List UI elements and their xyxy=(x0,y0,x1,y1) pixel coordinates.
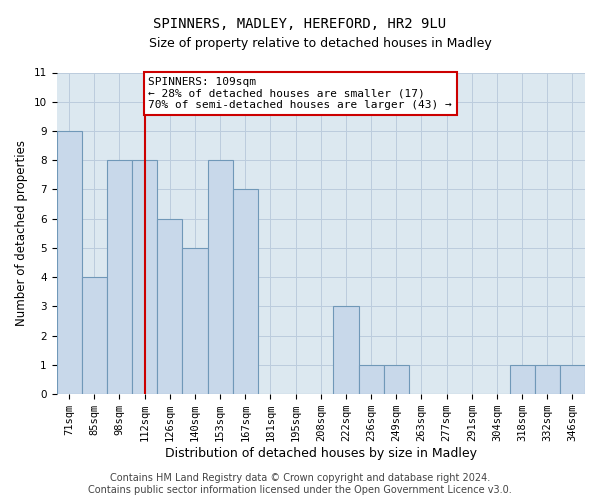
Bar xyxy=(132,160,157,394)
Bar xyxy=(509,365,535,394)
Bar xyxy=(157,218,182,394)
Y-axis label: Number of detached properties: Number of detached properties xyxy=(15,140,28,326)
Bar xyxy=(359,365,383,394)
Bar xyxy=(383,365,409,394)
Bar xyxy=(208,160,233,394)
Bar xyxy=(182,248,208,394)
Bar xyxy=(334,306,359,394)
Bar xyxy=(560,365,585,394)
Bar xyxy=(56,131,82,394)
Title: Size of property relative to detached houses in Madley: Size of property relative to detached ho… xyxy=(149,38,492,51)
Text: SPINNERS, MADLEY, HEREFORD, HR2 9LU: SPINNERS, MADLEY, HEREFORD, HR2 9LU xyxy=(154,18,446,32)
Bar xyxy=(82,277,107,394)
Bar xyxy=(233,190,258,394)
Bar xyxy=(535,365,560,394)
Text: Contains HM Land Registry data © Crown copyright and database right 2024.
Contai: Contains HM Land Registry data © Crown c… xyxy=(88,474,512,495)
X-axis label: Distribution of detached houses by size in Madley: Distribution of detached houses by size … xyxy=(165,447,477,460)
Bar xyxy=(107,160,132,394)
Text: SPINNERS: 109sqm
← 28% of detached houses are smaller (17)
70% of semi-detached : SPINNERS: 109sqm ← 28% of detached house… xyxy=(148,77,452,110)
